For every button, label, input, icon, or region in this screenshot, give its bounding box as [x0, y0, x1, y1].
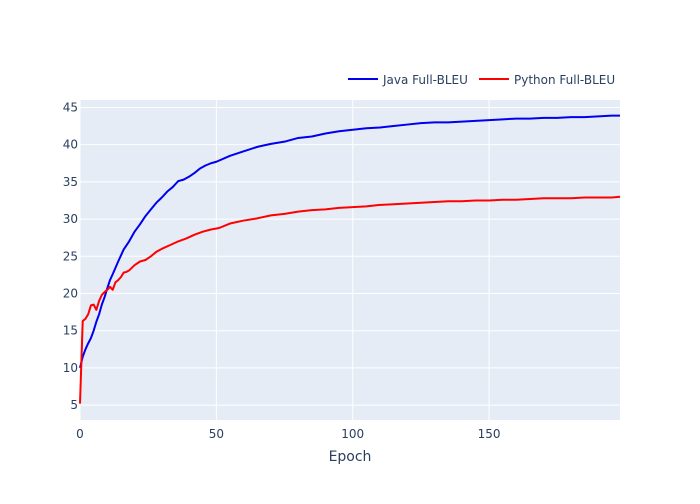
legend-item-java[interactable]: Java Full-BLEU [348, 73, 468, 87]
y-tick-labels: 5 10 15 20 25 30 35 40 45 [63, 100, 78, 412]
y-tick-label: 20 [63, 286, 78, 300]
x-tick-label: 50 [209, 427, 224, 441]
y-tick-label: 45 [63, 100, 78, 114]
series-line-java [79, 114, 620, 369]
x-axis-title: Epoch [329, 449, 372, 465]
y-tick-label: 35 [63, 175, 78, 189]
series-line-python [79, 195, 621, 404]
legend-label: Python Full-BLEU [514, 73, 615, 87]
legend[interactable]: Java Full-BLEU Python Full-BLEU [348, 73, 615, 87]
x-tick-label: 150 [478, 427, 501, 441]
y-tick-label: 40 [63, 138, 78, 152]
y-tick-label: 25 [63, 249, 78, 263]
plot-background [80, 100, 620, 420]
y-tick-label: 10 [63, 361, 78, 375]
x-tick-labels: 0 50 100 150 [76, 427, 500, 441]
x-tick-label: 0 [76, 427, 84, 441]
y-gridlines [80, 106, 620, 406]
y-tick-label: 30 [63, 212, 78, 226]
x-tick-label: 100 [341, 427, 364, 441]
series-lines [79, 114, 621, 404]
legend-item-python[interactable]: Python Full-BLEU [479, 73, 615, 87]
y-tick-label: 5 [70, 398, 78, 412]
y-tick-label: 15 [63, 324, 78, 338]
legend-label: Java Full-BLEU [382, 73, 468, 87]
